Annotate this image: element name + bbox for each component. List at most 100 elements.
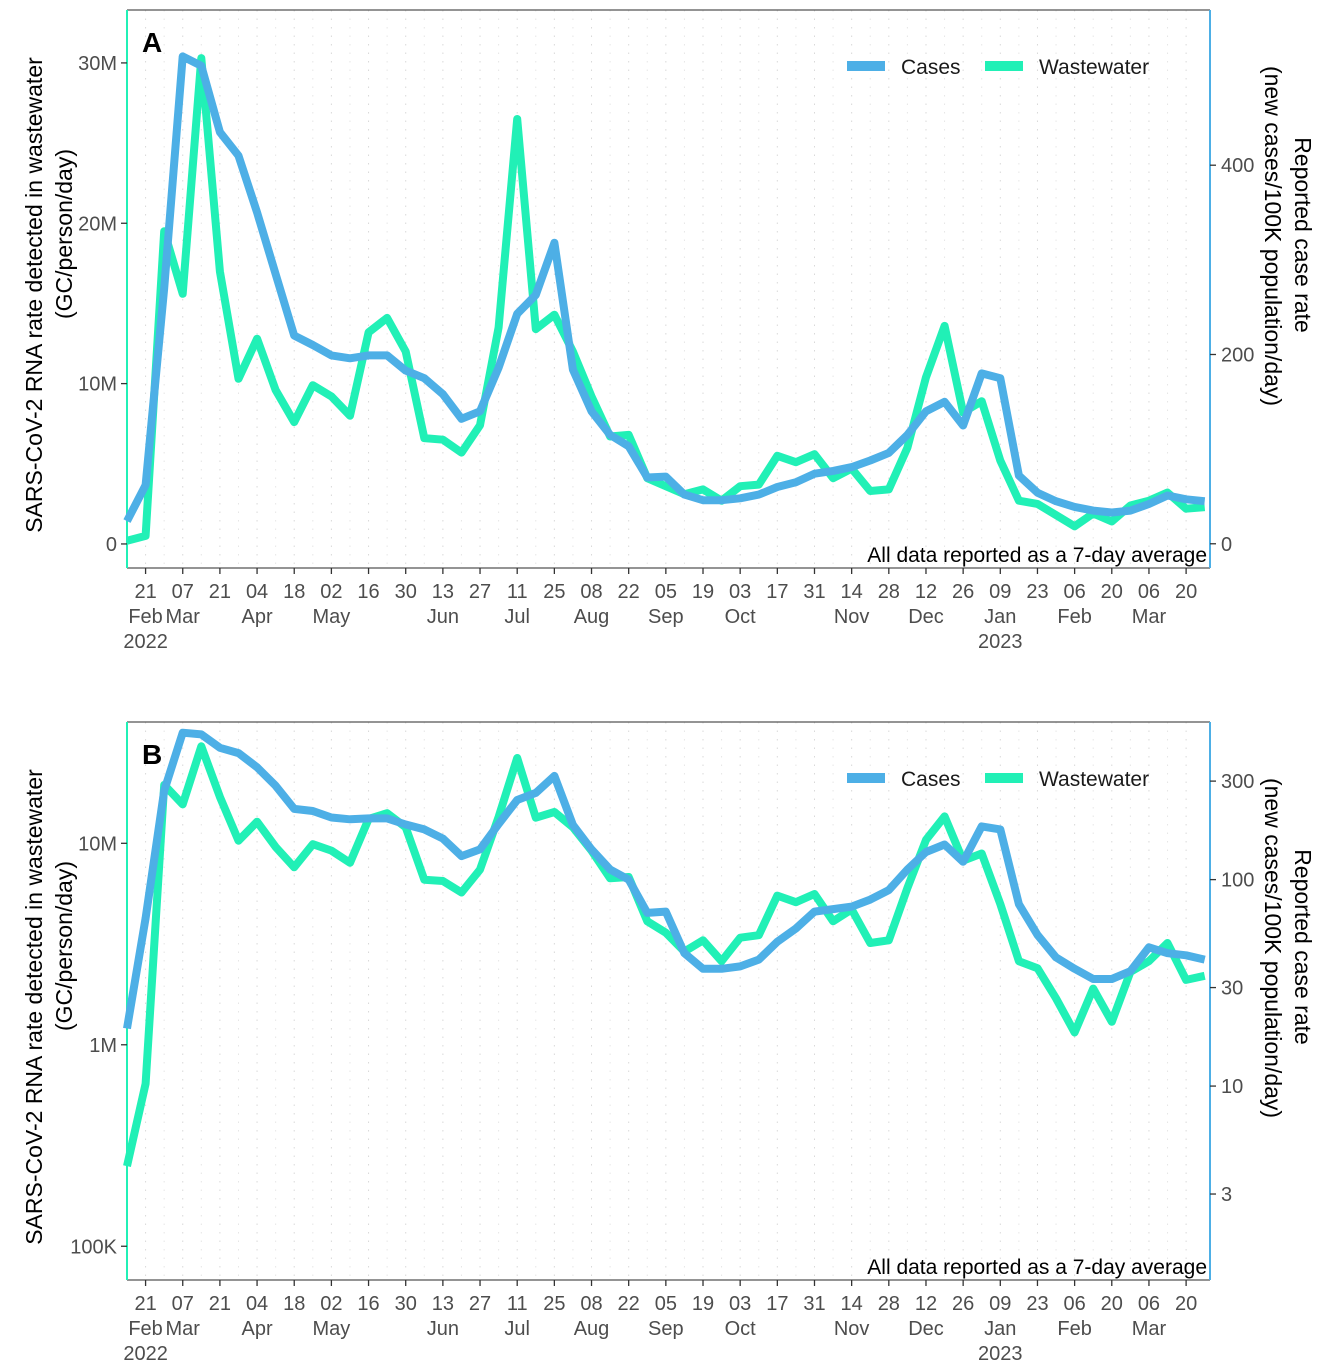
left-axis-title-line1: SARS-CoV-2 RNA rate detected in wastewat… <box>21 57 47 533</box>
x-tick-label: 20 <box>1175 1293 1197 1315</box>
x-month-label: May <box>312 606 350 628</box>
left-axis-title-line2: (GC/person/day) <box>51 149 77 319</box>
x-tick-label: 20 <box>1101 1293 1123 1315</box>
x-month-label: Nov <box>834 606 870 628</box>
right-axis-title-line1: Reported case rate <box>1290 137 1316 333</box>
panel-a: 0 10M 20M 30M 0 200 400 21 07 21 04 18 02 16 30 13 27 11 2… <box>21 9 1316 653</box>
left-axis-title-line1: SARS-CoV-2 RNA rate detected in wastewat… <box>21 769 47 1245</box>
x-month-label: Nov <box>834 1318 870 1340</box>
legend-wastewater-label: Wastewater <box>1039 56 1149 79</box>
x-tick-label: 14 <box>841 1293 863 1315</box>
x-month-label: Aug <box>574 606 610 628</box>
x-tick-label: 05 <box>655 1293 677 1315</box>
annotation-note: All data reported as a 7-day average <box>867 1256 1207 1279</box>
x-month-label: Jul <box>504 1318 530 1340</box>
x-month-label: Jun <box>427 606 459 628</box>
left-tick-label: 10M <box>78 374 117 396</box>
x-tick-label: 09 <box>989 581 1011 603</box>
right-tick-label: 10 <box>1221 1076 1243 1098</box>
x-year-label: 2023 <box>978 631 1023 653</box>
x-tick-label: 25 <box>543 581 565 603</box>
legend-cases-label: Cases <box>901 768 961 791</box>
plot-area <box>127 722 1210 1280</box>
x-tick-label: 11 <box>507 1293 528 1315</box>
x-tick-label: 12 <box>915 1293 937 1315</box>
x-tick-label: 06 <box>1138 1293 1160 1315</box>
left-tick-label: 30M <box>78 53 117 75</box>
right-tick-label: 300 <box>1221 771 1254 793</box>
x-tick-label: 21 <box>209 581 231 603</box>
x-tick-label: 21 <box>134 581 156 603</box>
x-tick-label: 07 <box>172 1293 194 1315</box>
x-tick-label: 17 <box>766 1293 788 1315</box>
x-tick-label: 26 <box>952 1293 974 1315</box>
x-month-label: Jul <box>504 606 530 628</box>
x-month-label: Feb <box>1057 606 1091 628</box>
left-tick-label: 10M <box>78 833 117 855</box>
right-axis-title-line1: Reported case rate <box>1290 849 1316 1045</box>
x-tick-label: 06 <box>1064 1293 1086 1315</box>
x-tick-label: 16 <box>357 1293 379 1315</box>
x-tick-label: 18 <box>283 1293 305 1315</box>
x-tick-label: 08 <box>580 581 602 603</box>
x-tick-label: 16 <box>357 581 379 603</box>
x-month-label: Apr <box>242 1318 273 1340</box>
wastewater-series-line <box>126 54 1206 545</box>
right-tick-label: 0 <box>1221 534 1232 556</box>
x-month-label: Mar <box>1132 1318 1167 1340</box>
x-month-label: Oct <box>725 606 757 628</box>
x-month-label: Sep <box>648 1318 684 1340</box>
x-tick-label: 27 <box>469 1293 491 1315</box>
x-month-label: Jun <box>427 1318 459 1340</box>
cases-series-line <box>123 728 1206 1030</box>
x-month-label: Dec <box>908 1318 944 1340</box>
x-tick-label: 18 <box>283 581 305 603</box>
x-tick-label: 13 <box>432 581 454 603</box>
x-tick-label: 04 <box>246 1293 268 1315</box>
legend-wastewater-label: Wastewater <box>1039 768 1149 791</box>
x-tick-label: 28 <box>878 1293 900 1315</box>
x-tick-label: 21 <box>134 1293 156 1315</box>
x-month-label: Mar <box>166 606 201 628</box>
x-tick-label: 02 <box>320 1293 342 1315</box>
right-axis-title-line2: (new cases/100K population/day) <box>1260 778 1286 1118</box>
x-tick-label: 30 <box>395 1293 417 1315</box>
x-tick-label: 17 <box>766 581 788 603</box>
wastewater-series-line <box>123 742 1206 1167</box>
x-month-label: May <box>312 1318 350 1340</box>
right-tick-label: 400 <box>1221 155 1254 177</box>
x-year-label: 2022 <box>123 631 168 653</box>
x-tick-label: 22 <box>618 581 640 603</box>
x-tick-label: 28 <box>878 581 900 603</box>
x-year-label: 2022 <box>123 1343 168 1365</box>
x-tick-label: 23 <box>1026 581 1048 603</box>
right-tick-label: 3 <box>1221 1184 1232 1206</box>
x-tick-label: 21 <box>209 1293 231 1315</box>
x-month-label: Sep <box>648 606 684 628</box>
panel-label: B <box>142 739 162 770</box>
left-tick-label: 20M <box>78 213 117 235</box>
left-tick-label: 100K <box>70 1236 117 1258</box>
x-tick-label: 26 <box>952 581 974 603</box>
x-month-label: Feb <box>1057 1318 1091 1340</box>
x-month-label: Apr <box>242 606 273 628</box>
x-year-label: 2023 <box>978 1343 1023 1365</box>
right-tick-label: 200 <box>1221 344 1254 366</box>
x-month-label: Mar <box>1132 606 1167 628</box>
x-tick-label: 12 <box>915 581 937 603</box>
right-axis-title-line2: (new cases/100K population/day) <box>1260 66 1286 406</box>
left-tick-label: 1M <box>89 1035 117 1057</box>
x-tick-label: 27 <box>469 581 491 603</box>
left-axis-title-line2: (GC/person/day) <box>51 861 77 1031</box>
x-month-label: Mar <box>166 1318 201 1340</box>
x-tick-label: 05 <box>655 581 677 603</box>
x-month-label: Feb <box>128 1318 162 1340</box>
x-tick-label: 20 <box>1175 581 1197 603</box>
x-tick-label: 09 <box>989 1293 1011 1315</box>
x-tick-label: 23 <box>1026 1293 1048 1315</box>
x-tick-label: 22 <box>618 1293 640 1315</box>
x-month-label: Jan <box>984 1318 1016 1340</box>
x-tick-label: 20 <box>1101 581 1123 603</box>
right-tick-label: 100 <box>1221 870 1254 892</box>
